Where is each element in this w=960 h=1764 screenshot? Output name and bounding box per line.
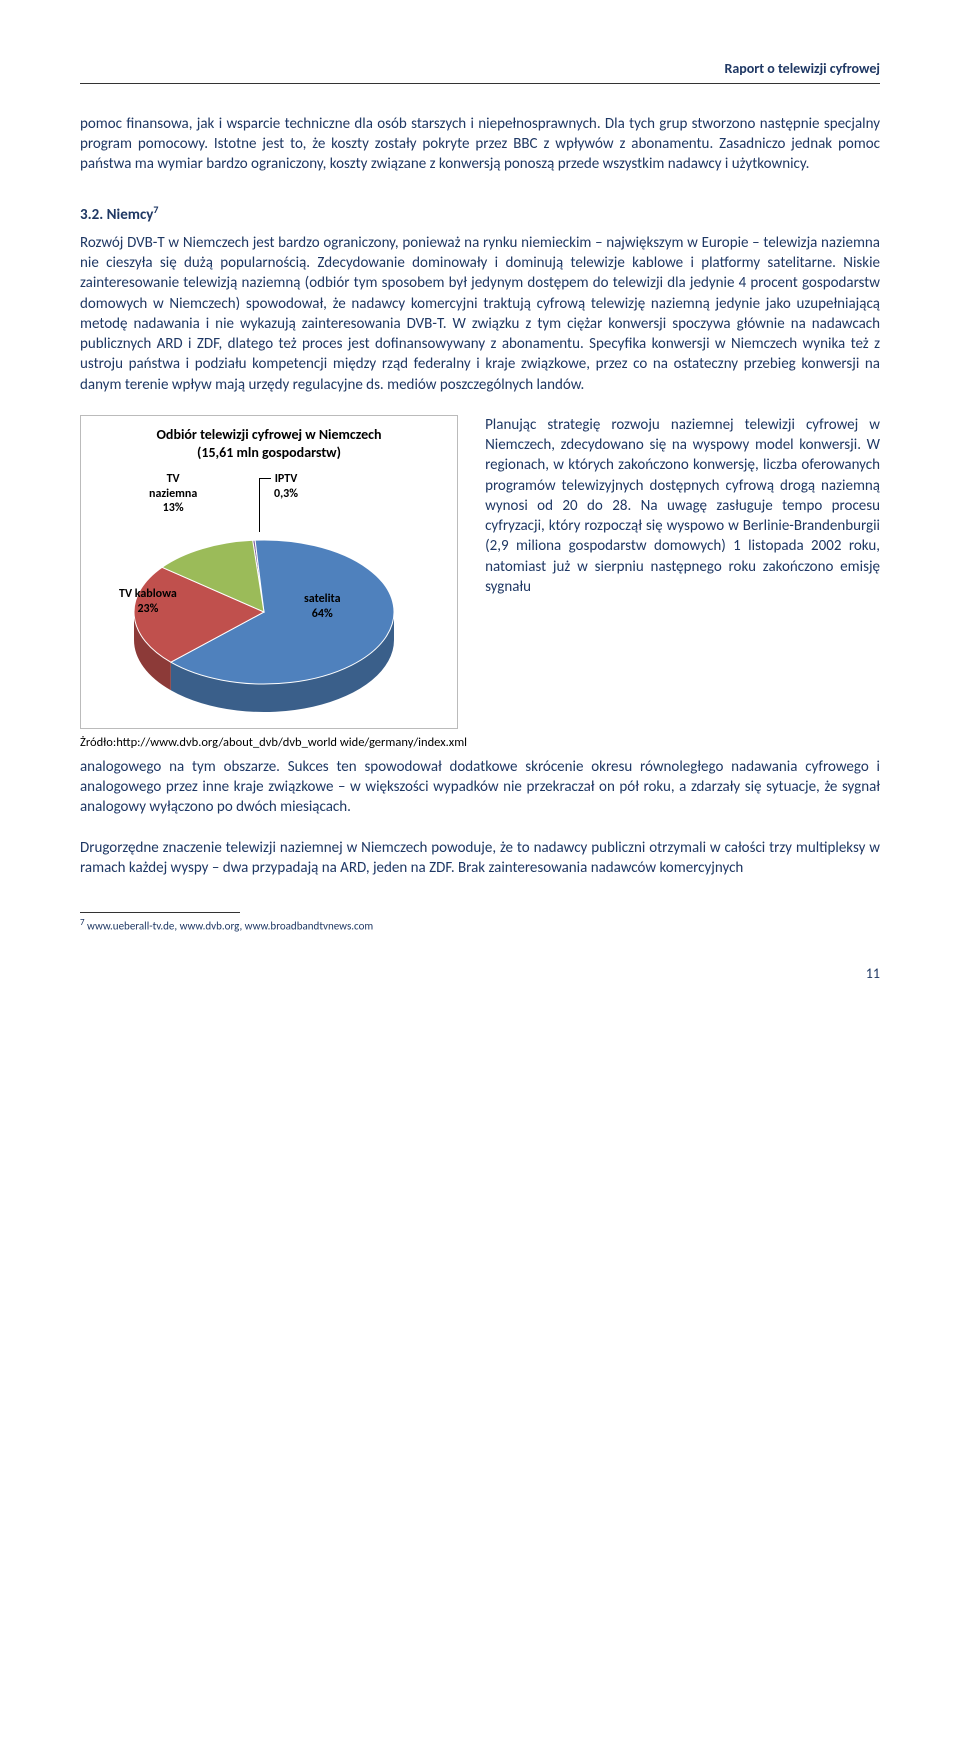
page-number: 11: [80, 965, 880, 984]
pie-chart-box: Odbiór telewizji cyfrowej w Niemczech (1…: [80, 415, 458, 729]
label-tv-naziemna-l2: naziemna: [149, 487, 197, 501]
paragraph-1: pomoc finansowa, jak i wsparcie technicz…: [80, 114, 880, 175]
label-iptv-l1: IPTV: [275, 472, 298, 486]
chart-title: Odbiór telewizji cyfrowej w Niemczech (1…: [89, 426, 449, 462]
header-title: Raport o telewizji cyfrowej: [724, 60, 880, 77]
chart-title-line2: (15,61 mln gospodarstw): [197, 444, 341, 461]
label-satelita-l1: satelita: [304, 592, 341, 606]
section-title: Niemcy: [107, 206, 154, 224]
label-iptv: IPTV 0,3%: [274, 472, 298, 501]
paragraph-2: Rozwój DVB-T w Niemczech jest bardzo ogr…: [80, 233, 880, 395]
footnote-text: www.ueberall-tv.de, www.dvb.org, www.bro…: [85, 920, 374, 933]
label-iptv-l2: 0,3%: [274, 487, 298, 501]
section-number: 3.2.: [80, 206, 103, 224]
label-tv-naziemna-l1: TV: [167, 472, 180, 486]
label-satelita-l2: 64%: [312, 607, 333, 621]
section-heading: 3.2. Niemcy7: [80, 203, 880, 225]
chart-area: TV naziemna 13% IPTV 0,3% TV kablowa 23%…: [89, 472, 449, 722]
chart-column: Odbiór telewizji cyfrowej w Niemczech (1…: [80, 415, 467, 751]
chart-title-line1: Odbiór telewizji cyfrowej w Niemczech: [156, 426, 381, 443]
leader-iptv-v: [259, 478, 260, 532]
label-tv-kablowa-l1: TV kablowa: [119, 587, 177, 601]
label-tv-naziemna: TV naziemna 13%: [149, 472, 197, 515]
label-tv-kablowa-l2: 23%: [137, 602, 158, 616]
label-tv-kablowa: TV kablowa 23%: [119, 587, 177, 616]
chart-source: Żródło:http://www.dvb.org/about_dvb/dvb_…: [80, 735, 467, 751]
footnote-ref: 7: [153, 203, 158, 216]
label-tv-naziemna-l3: 13%: [163, 501, 184, 515]
paragraph-3-right: Planując strategię rozwoju naziemnej tel…: [485, 415, 880, 597]
paragraph-3-continued: analogowego na tym obszarze. Sukces ten …: [80, 757, 880, 818]
footnote: 7 www.ueberall-tv.de, www.dvb.org, www.b…: [80, 917, 880, 935]
paragraph-4: Drugorzędne znaczenie telewizji naziemne…: [80, 838, 880, 879]
footnote-separator: [80, 912, 240, 913]
label-satelita: satelita 64%: [304, 592, 341, 621]
chart-and-text-row: Odbiór telewizji cyfrowej w Niemczech (1…: [80, 415, 880, 751]
page-header: Raport o telewizji cyfrowej: [80, 60, 880, 84]
leader-iptv-h: [259, 478, 271, 479]
